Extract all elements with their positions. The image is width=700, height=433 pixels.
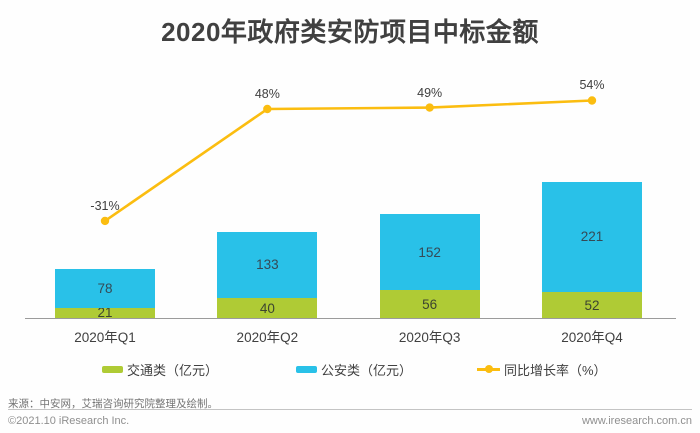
legend-item-security: 公安类（亿元） [296,361,413,378]
bar-segment-security-value: 152 [418,244,441,260]
growth-data-point [263,104,272,114]
legend-label-security: 公安类（亿元） [321,362,413,378]
growth-legend-dot [484,365,493,373]
growth-point-label: -31% [90,198,120,213]
traffic-legend-swatch-icon [102,365,123,373]
legend-item-growth: 同比增长率（%） [477,361,607,378]
bar-segment-traffic-value: 21 [97,305,113,321]
x-axis-label: 2020年Q2 [236,330,299,345]
chart-title: 2020年政府类安防项目中标金额 [161,17,539,47]
x-axis-label: 2020年Q4 [561,330,623,345]
bar-segment-security-value: 221 [580,229,604,245]
security-legend-swatch-icon [296,365,317,373]
growth-line [104,99,593,222]
bar-segment-security-value: 78 [97,280,113,296]
website-url: www.iresearch.com.cn [581,415,692,427]
x-axis-line [25,318,676,319]
bar-segment-traffic: 21 [55,305,155,321]
legend-label-growth: 同比增长率（%） [504,362,607,378]
growth-point-label: 49% [417,85,443,100]
x-axis-label: 2020年Q1 [74,330,136,345]
bar-segment-traffic-value: 52 [584,297,600,313]
bar-segment-security: 78 [55,268,155,308]
bar-segment-traffic-value: 56 [422,296,438,312]
growth-data-point [587,96,597,105]
growth-point-label: 54% [579,78,605,93]
x-axis-label: 2020年Q3 [398,330,461,345]
bar-segment-traffic: 52 [541,292,642,318]
growth-point-label: 48% [254,86,280,101]
bar-segment-traffic: 56 [379,290,480,318]
bar-segment-security: 133 [217,231,318,298]
source-note: 来源：中安网，艾瑞咨询研究院整理及绘制。 [8,398,218,410]
copyright-text: ©2021.10 iResearch Inc. [8,415,130,427]
growth-data-point [425,103,434,112]
bar-segment-security-value: 133 [256,257,279,273]
bar-segment-traffic: 40 [217,298,318,318]
bar-segment-security: 152 [379,214,480,290]
legend-item-traffic: 交通类（亿元） [102,361,219,378]
growth-data-point [100,216,110,226]
footer-bar: ©2021.10 iResearch Inc. www.iresearch.co… [8,415,692,427]
legend-label-traffic: 交通类（亿元） [127,362,219,378]
growth-legend-line-dot-icon [477,365,500,373]
bar-segment-traffic-value: 40 [259,300,275,316]
footer-divider [8,409,692,410]
bar-segment-security: 221 [541,181,642,292]
